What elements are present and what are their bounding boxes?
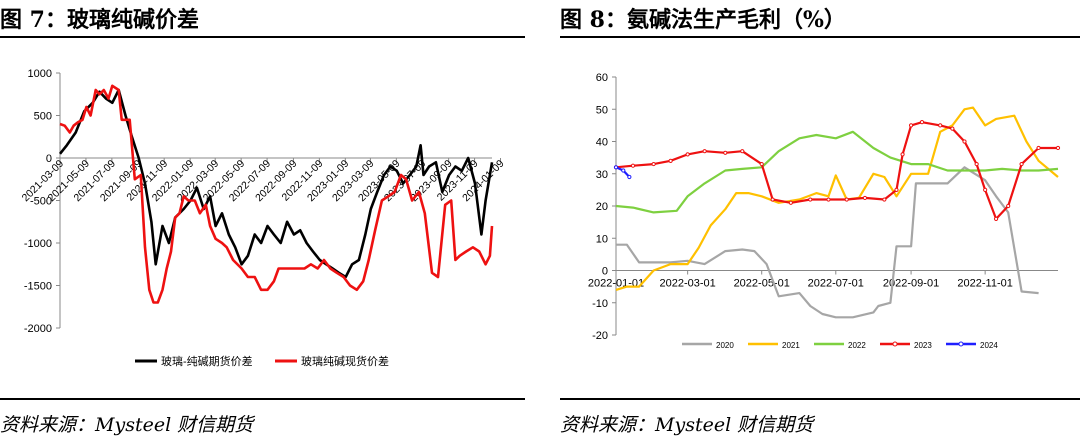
series-point-2023 [844, 197, 849, 202]
series-point-2023 [808, 197, 813, 202]
series-point-2023 [862, 195, 868, 201]
legend-label: 2022 [848, 341, 866, 350]
left-bottom-rule [0, 398, 525, 400]
legend-marker-2023 [892, 341, 898, 347]
series-point-2023 [740, 149, 745, 154]
y-tick-label: -1000 [24, 238, 52, 250]
series-point-2023 [1019, 161, 1024, 167]
series-point-2023 [938, 123, 943, 128]
series-point-2023 [993, 216, 999, 221]
left-line-chart: 10005000-500-1000-1500-20002021-03-09202… [20, 68, 507, 368]
series-point-2023 [685, 152, 690, 157]
y-tick-label: 0 [46, 153, 52, 165]
x-tick-label: 2022-11-01 [957, 278, 1012, 290]
left-chart-panel: 图 7：玻璃纯碱价差 1000 500 0 -500 -1000 -1500 -2000 20… [0, 0, 525, 443]
series-point-2023 [983, 187, 988, 192]
y-tick-label: 60 [596, 72, 608, 84]
series-point-2023 [950, 126, 955, 131]
y-tick-label: -500 [30, 196, 52, 208]
right-chart-panel: 图 8：氨碱法生产毛利（%） -20 -10 0 10 20 30 40 50 60 2022-0… [560, 0, 1080, 443]
y-tick-label: 30 [596, 169, 608, 181]
series-point-2023 [723, 150, 728, 155]
left-title-rule [0, 36, 525, 38]
y-tick-label: 50 [596, 104, 608, 116]
legend-label: 2021 [782, 341, 800, 350]
x-tick-label: 2022-07-01 [808, 278, 864, 290]
left-source-note: 资料来源：Mysteel 财信期货 [0, 414, 254, 436]
y-tick-label: 20 [596, 201, 608, 213]
y-tick-label: -2000 [24, 323, 52, 335]
series-line-2021 [615, 106, 1059, 291]
series-point-2023 [668, 158, 673, 163]
legend-label: 玻璃纯碱现货价差 [301, 354, 389, 368]
legend-label: 2020 [716, 341, 734, 350]
legend-marker-2024 [958, 341, 964, 347]
series-line-2020 [616, 166, 1039, 319]
series-point-2023 [630, 163, 636, 168]
series-point-2023 [1055, 145, 1061, 151]
series-point-2023 [1036, 145, 1041, 151]
legend-label: 2024 [980, 341, 998, 350]
series-point-2023 [1006, 203, 1011, 209]
right-source-note: 资料来源：Mysteel 财信期货 [560, 414, 814, 436]
series-point-2024 [621, 168, 626, 173]
series-point-2023 [770, 197, 775, 202]
y-tick-label: -10 [592, 298, 608, 310]
right-chart-title: 图 8：氨碱法生产毛利（%） [560, 7, 846, 33]
x-tick-label: 2022-09-01 [883, 278, 939, 290]
series-point-2023 [919, 120, 925, 125]
series-line-玻璃-纯碱期货价差 [58, 88, 494, 279]
y-tick-label: -20 [592, 330, 608, 342]
left-chart-title: 图 7：玻璃纯碱价差 [0, 7, 199, 33]
y-tick-label: 1000 [28, 68, 52, 80]
legend-label: 玻璃-纯碱期货价差 [161, 354, 253, 368]
series-point-2024 [613, 165, 619, 170]
x-tick-label: 2022-03-01 [660, 278, 716, 290]
series-point-2023 [651, 161, 656, 167]
series-point-2024 [627, 174, 632, 180]
y-tick-label: 40 [596, 137, 608, 149]
series-point-2023 [900, 152, 905, 157]
right-title-rule [560, 36, 1080, 38]
series-point-2023 [908, 123, 914, 128]
series-point-2023 [882, 197, 887, 202]
series-point-2023 [702, 149, 707, 154]
series-point-2023 [759, 161, 764, 167]
series-point-2023 [962, 139, 967, 144]
series-line-2022 [615, 130, 1059, 214]
series-point-2023 [826, 197, 831, 202]
series-line-2023 [615, 121, 1058, 220]
x-tick-label: 2022-05-01 [734, 278, 790, 290]
legend-label: 2023 [914, 341, 932, 350]
y-tick-label: 0 [602, 266, 608, 278]
y-tick-label: 10 [596, 233, 608, 245]
series-line-玻璃纯碱现货价差 [59, 84, 494, 304]
right-bottom-rule [560, 398, 1080, 400]
series-point-2023 [788, 200, 793, 205]
y-tick-label: -1500 [24, 281, 52, 293]
y-tick-label: 500 [34, 111, 52, 123]
series-point-2023 [894, 187, 899, 192]
series-point-2023 [974, 161, 979, 167]
